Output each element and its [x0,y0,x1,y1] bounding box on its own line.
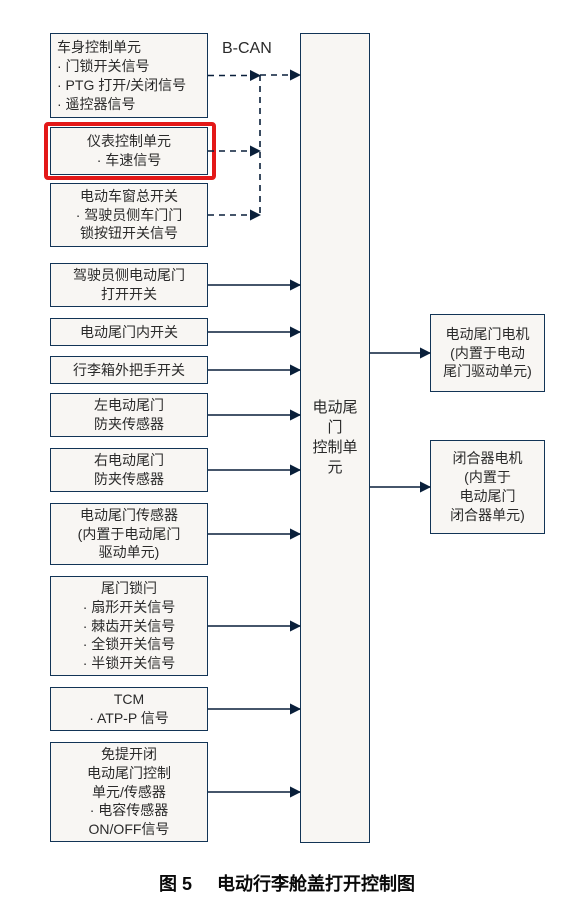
figure-caption: 图 5 电动行李舱盖打开控制图 [0,870,574,896]
line: 单元/传感器 [87,783,171,802]
line: 尾门驱动单元) [443,362,532,381]
line: · PTG 打开/关闭信号 [57,76,186,95]
diagram-root: B-CAN 车身控制单元 · 门锁开关信号 · PTG 打开/关闭信号 · 遥控… [0,0,574,907]
line: 电动尾门传感器 [78,506,181,525]
line: 尾门锁闩 [83,579,176,598]
line: 控制单元 [307,438,363,479]
line: 打开开关 [73,285,185,304]
line: (内置于电动 [443,344,532,363]
line: 电动尾门 [307,398,363,439]
box-tailgate-latch: 尾门锁闩 · 扇形开关信号 · 棘齿开关信号 · 全锁开关信号 · 半锁开关信号 [50,576,208,676]
box-driver-tailgate-sw: 驾驶员侧电动尾门 打开开关 [50,263,208,307]
line: ON/OFF信号 [87,820,171,839]
line: (内置于电动尾门 [78,525,181,544]
line: 驾驶员侧电动尾门 [73,266,185,285]
line: 闭合器电机 [450,449,525,468]
box-trunk-handle-sw: 行李箱外把手开关 [50,356,208,384]
line: 仪表控制单元 [87,132,171,151]
line: 闭合器单元) [450,506,525,525]
line: 驱动单元) [78,543,181,562]
box-instrument-ctrl: 仪表控制单元 · 车速信号 [50,127,208,175]
box-left-pinch: 左电动尾门 防夹传感器 [50,393,208,437]
line: · 门锁开关信号 [57,57,186,76]
line: 车身控制单元 [57,38,186,57]
box-body-ctrl: 车身控制单元 · 门锁开关信号 · PTG 打开/关闭信号 · 遥控器信号 [50,33,208,118]
box-power-tailgate-cu: 电动尾门 控制单元 [300,33,370,843]
line: · 棘齿开关信号 [83,617,176,636]
line: · 车速信号 [87,151,171,170]
line: · ATP-P 信号 [89,709,169,728]
line: · 驾驶员侧车门门 [76,206,183,225]
bcan-label: B-CAN [222,40,272,58]
box-right-pinch: 右电动尾门 防夹传感器 [50,448,208,492]
box-latch-motor: 闭合器电机 (内置于 电动尾门 闭合器单元) [430,440,545,534]
line: 防夹传感器 [94,415,164,434]
line: · 全锁开关信号 [83,635,176,654]
caption-text: 电动行李舱盖打开控制图 [217,874,415,894]
box-power-window: 电动车窗总开关 · 驾驶员侧车门门 锁按钮开关信号 [50,183,208,247]
box-tcm: TCM · ATP-P 信号 [50,687,208,731]
box-tailgate-motor: 电动尾门电机 (内置于电动 尾门驱动单元) [430,314,545,392]
caption-prefix: 图 5 [159,874,192,894]
box-handsfree: 免提开闭 电动尾门控制 单元/传感器 · 电容传感器 ON/OFF信号 [50,742,208,842]
box-tailgate-sensor: 电动尾门传感器 (内置于电动尾门 驱动单元) [50,503,208,565]
line: · 半锁开关信号 [83,654,176,673]
line: 电动尾门电机 [443,325,532,344]
line: 电动尾门 [450,487,525,506]
line: 电动尾门控制 [87,764,171,783]
line: 免提开闭 [87,745,171,764]
line: · 扇形开关信号 [83,598,176,617]
line: 电动车窗总开关 [76,187,183,206]
line: · 遥控器信号 [57,95,186,114]
line: 行李箱外把手开关 [73,361,185,380]
line: 防夹传感器 [94,470,164,489]
line: 锁按钮开关信号 [76,224,183,243]
box-tailgate-inner-sw: 电动尾门内开关 [50,318,208,346]
line: 右电动尾门 [94,451,164,470]
line: TCM [89,690,169,709]
line: (内置于 [450,468,525,487]
line: · 电容传感器 [87,801,171,820]
line: 左电动尾门 [94,396,164,415]
line: 电动尾门内开关 [80,323,178,342]
